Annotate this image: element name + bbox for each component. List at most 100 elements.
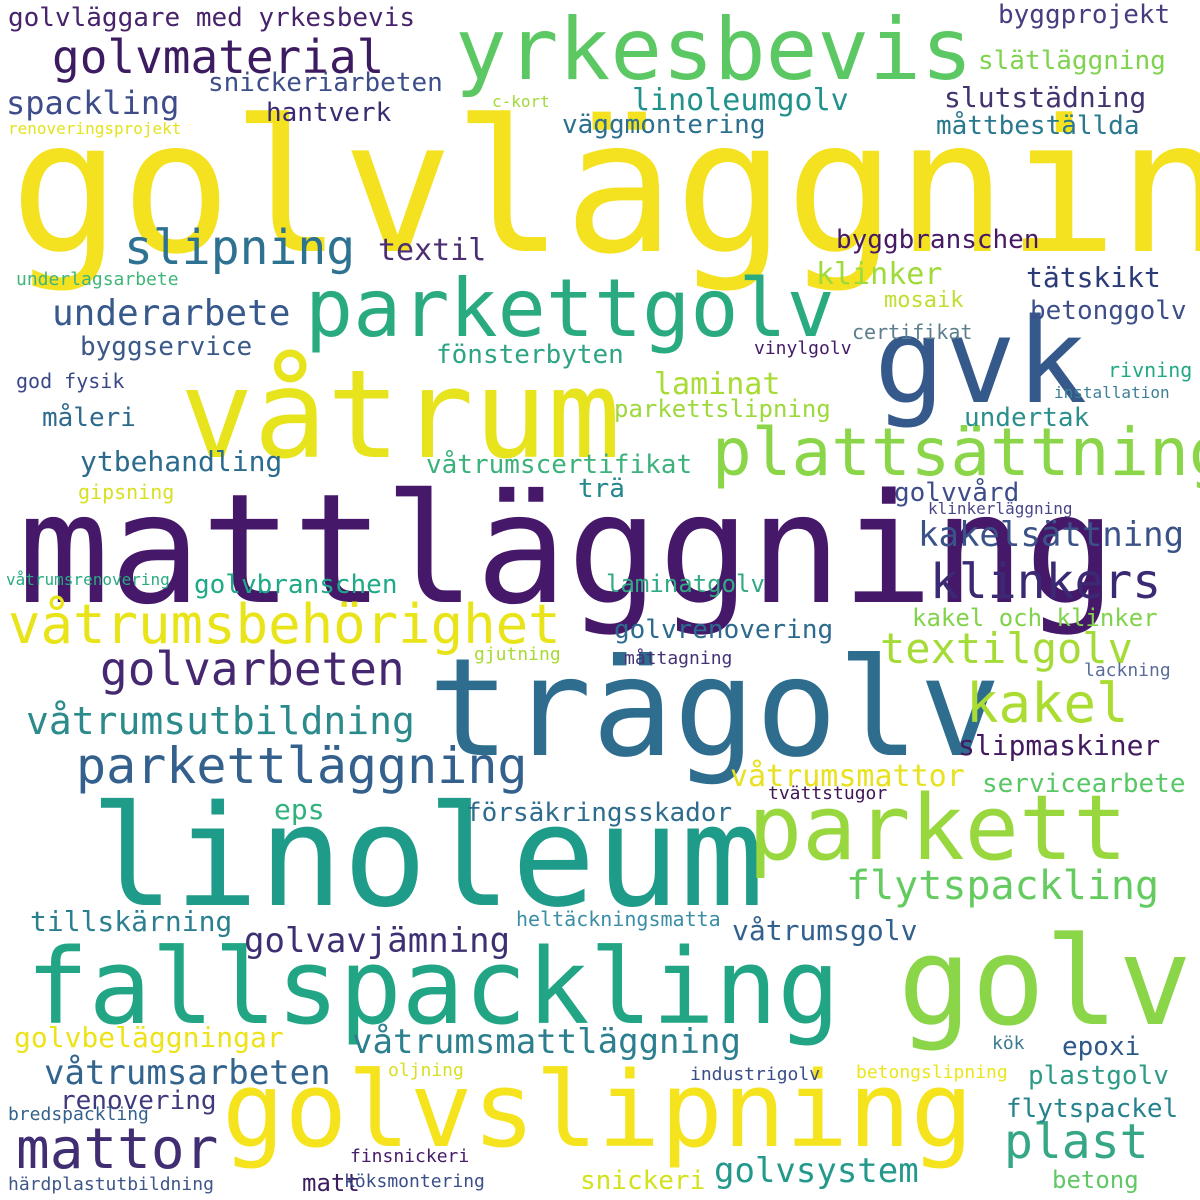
word: våtrumsarbeten	[44, 1053, 331, 1093]
word: bredspackling	[8, 1104, 149, 1125]
word: eps	[274, 793, 325, 826]
word: trä	[578, 474, 625, 504]
word: våtrumsmattläggning	[352, 1022, 741, 1062]
word: rivning	[1108, 358, 1193, 382]
word: ytbehandling	[80, 445, 283, 478]
word: byggservice	[80, 332, 253, 362]
word: våtrumsbehörighet	[8, 593, 561, 656]
word: hantverk	[266, 98, 392, 128]
word: slätläggning	[978, 46, 1166, 76]
word: byggbranschen	[836, 225, 1040, 255]
word: fönsterbyten	[436, 340, 624, 370]
word: vinylgolv	[754, 338, 852, 359]
word: oljning	[388, 1060, 464, 1081]
word: god fysik	[16, 369, 125, 393]
word: våtrum	[180, 344, 621, 486]
word: härdplastutbildning	[8, 1174, 214, 1195]
word: parkett	[748, 776, 1128, 881]
word: renoveringsprojekt	[8, 119, 182, 138]
word: måttbeställda	[936, 111, 1140, 141]
word: textil	[378, 233, 487, 268]
word: installation	[1054, 383, 1170, 402]
word: textilgolv	[880, 624, 1133, 673]
word: linoleum	[90, 776, 765, 939]
word: underarbete	[52, 293, 291, 334]
word: tvättstugor	[768, 783, 888, 804]
word: snickeri	[580, 1166, 706, 1196]
word: måttagning	[624, 648, 733, 669]
word: golvläggare med yrkesbevis	[8, 3, 415, 33]
word: golvarbeten	[100, 642, 405, 696]
word: våtrumsrenovering	[6, 570, 170, 589]
word: golvläggning	[10, 81, 1200, 295]
word: kakelsättning	[918, 515, 1185, 555]
word: försäkringsskador	[466, 798, 733, 828]
word: golvmaterial	[52, 30, 385, 84]
word: betong	[1052, 1166, 1139, 1194]
word: flytspackel	[1006, 1094, 1179, 1124]
word: mattor	[16, 1117, 219, 1182]
word: köksmontering	[344, 1171, 485, 1192]
word: golv	[898, 911, 1192, 1053]
word: fallspackling	[26, 926, 840, 1048]
word: kakel	[966, 672, 1129, 735]
word: heltäckningsmatta	[516, 907, 721, 931]
word: måleri	[42, 403, 136, 433]
word: epoxi	[1062, 1032, 1141, 1062]
word: byggprojekt	[998, 0, 1171, 30]
word: undertak	[964, 403, 1090, 433]
word: industrigolv	[690, 1064, 821, 1085]
word: gvk	[874, 292, 1088, 430]
word: certifikat	[852, 320, 973, 344]
word: laminatgolv	[606, 570, 765, 598]
word: finsnickeri	[350, 1146, 470, 1167]
word: slutstädning	[944, 81, 1147, 114]
word: våtrumsutbildning	[26, 699, 415, 743]
word: väggmontering	[562, 110, 766, 140]
word: klinkerläggning	[928, 499, 1073, 518]
word: flytspackling	[846, 863, 1160, 909]
word: gipsning	[78, 480, 175, 504]
word: parkettläggning	[76, 737, 528, 795]
word: golvvård	[894, 478, 1020, 508]
word: mattläggning	[18, 461, 1117, 638]
word: spackling	[6, 84, 180, 122]
word: golvsystem	[714, 1151, 919, 1191]
word: gjutning	[474, 644, 561, 665]
word: kök	[992, 1033, 1025, 1054]
word: plastgolv	[1028, 1061, 1169, 1091]
word: golvavjämning	[244, 921, 511, 961]
word: linoleumgolv	[632, 83, 849, 118]
word: betongslipning	[856, 1062, 1008, 1083]
word: slipmaskiner	[958, 729, 1161, 762]
word: yrkesbevis	[455, 0, 973, 100]
word: våtrumscertifikat	[426, 450, 693, 480]
word: underlagsarbete	[16, 269, 179, 290]
word: plattsättning	[712, 414, 1200, 491]
word: snickeriarbeten	[208, 68, 443, 98]
word: lackning	[1084, 660, 1171, 681]
word: plast	[1004, 1114, 1149, 1170]
word: tätskikt	[1026, 261, 1161, 294]
word: parkettgolv	[305, 262, 835, 355]
word: golvbeläggningar	[14, 1021, 284, 1054]
word: kakel och klinker	[912, 604, 1158, 632]
word: c-kort	[492, 92, 550, 111]
word: servicearbete	[982, 769, 1186, 799]
word: golvslipning	[222, 1049, 974, 1171]
word: mosaik	[884, 288, 964, 313]
word: klinkers	[930, 554, 1162, 610]
word: våtrumsgolv	[732, 914, 918, 947]
word: laminat	[654, 367, 781, 402]
word: matt	[302, 1169, 360, 1197]
word: parkettslipning	[614, 395, 831, 423]
word: renovering	[60, 1086, 217, 1116]
word: tillskärning	[30, 905, 233, 938]
word: klinker	[816, 257, 943, 292]
word: slipning	[124, 220, 356, 276]
word: trägolv	[428, 630, 1002, 788]
word: våtrumsmattor	[730, 759, 965, 794]
word: betonggolv	[1030, 296, 1187, 326]
word: golvbranschen	[194, 570, 398, 600]
